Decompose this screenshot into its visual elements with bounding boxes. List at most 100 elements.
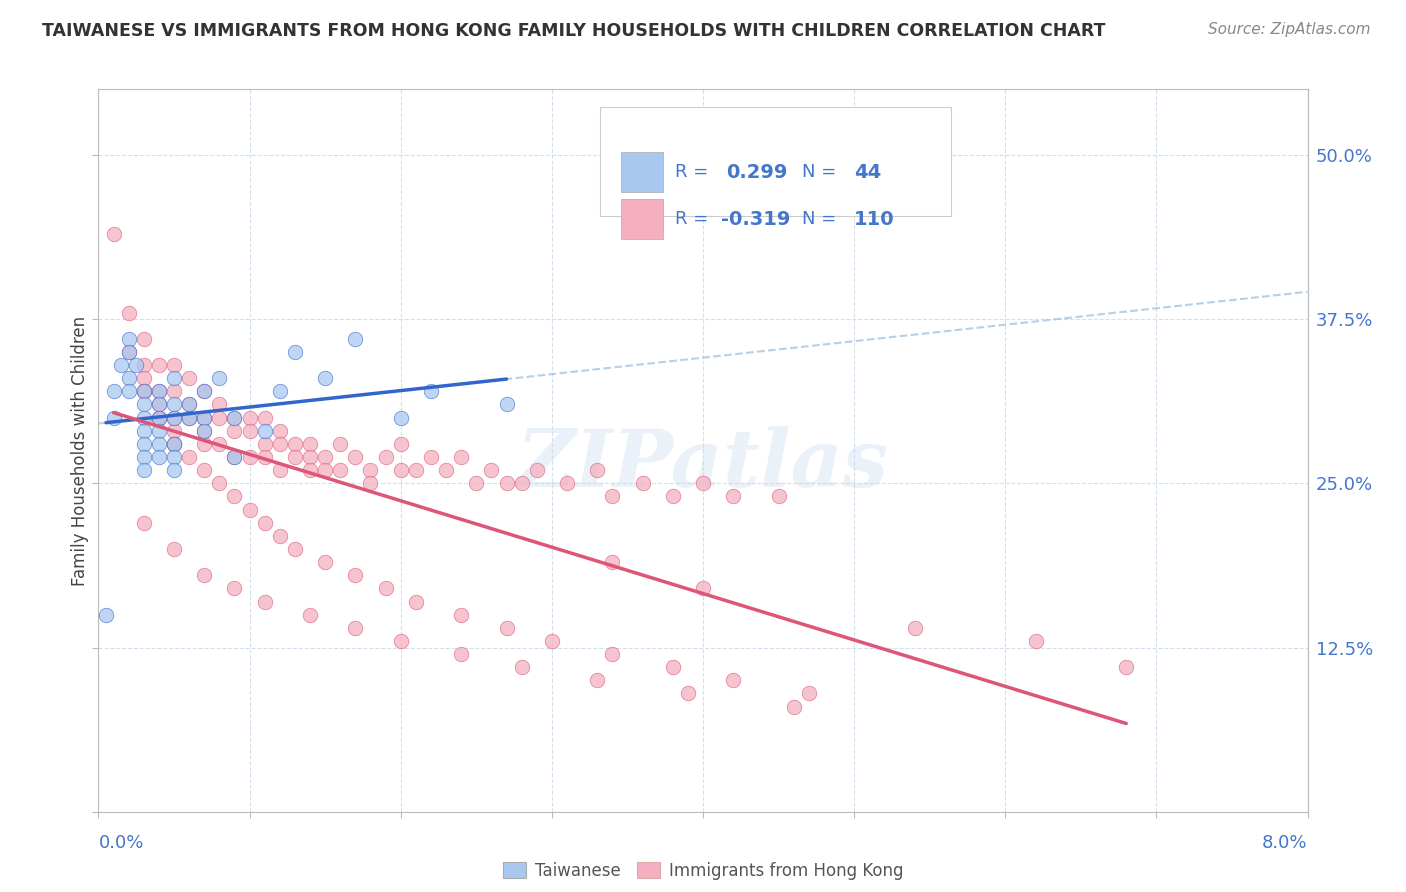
Point xyxy=(132,437,155,451)
Point xyxy=(193,410,215,425)
Point xyxy=(118,305,141,319)
Point xyxy=(253,450,276,464)
Point xyxy=(132,397,155,411)
Point xyxy=(299,463,322,477)
Point xyxy=(344,450,367,464)
Point xyxy=(132,384,155,399)
Point xyxy=(163,437,186,451)
Point xyxy=(253,437,276,451)
Point xyxy=(132,463,155,477)
Point xyxy=(208,397,231,411)
Point xyxy=(193,384,215,399)
Point xyxy=(179,397,201,411)
Point xyxy=(450,607,472,622)
Point xyxy=(299,607,322,622)
Point xyxy=(193,424,215,438)
Point xyxy=(148,384,170,399)
Point xyxy=(148,397,170,411)
Point xyxy=(299,450,322,464)
Text: R =: R = xyxy=(675,211,714,228)
Point xyxy=(148,424,170,438)
Point xyxy=(495,476,517,491)
Point xyxy=(163,424,186,438)
Point xyxy=(179,397,201,411)
Point xyxy=(132,332,155,346)
Point xyxy=(662,490,685,504)
Point xyxy=(118,384,141,399)
Point xyxy=(132,384,155,399)
Point xyxy=(224,410,246,425)
Point xyxy=(132,371,155,385)
Text: Source: ZipAtlas.com: Source: ZipAtlas.com xyxy=(1208,22,1371,37)
Point xyxy=(314,371,336,385)
Point xyxy=(510,660,533,674)
Legend: Taiwanese, Immigrants from Hong Kong: Taiwanese, Immigrants from Hong Kong xyxy=(496,855,910,887)
Point xyxy=(118,345,141,359)
Point xyxy=(541,634,564,648)
Point xyxy=(434,463,457,477)
Point xyxy=(148,358,170,372)
FancyBboxPatch shape xyxy=(600,107,950,216)
Point xyxy=(132,424,155,438)
Point xyxy=(163,463,186,477)
Point xyxy=(208,410,231,425)
Point xyxy=(94,607,117,622)
Point xyxy=(132,358,155,372)
Point xyxy=(163,410,186,425)
Point xyxy=(208,371,231,385)
Point xyxy=(314,555,336,569)
Text: 110: 110 xyxy=(855,210,894,228)
Point xyxy=(239,450,262,464)
Point xyxy=(329,463,352,477)
Point xyxy=(148,450,170,464)
Point xyxy=(904,621,927,635)
Point xyxy=(193,424,215,438)
Point xyxy=(692,582,714,596)
Point xyxy=(148,410,170,425)
Point xyxy=(450,647,472,661)
Point xyxy=(224,450,246,464)
Point xyxy=(314,463,336,477)
Point xyxy=(163,358,186,372)
Point xyxy=(450,450,472,464)
Point xyxy=(374,450,396,464)
Point xyxy=(344,332,367,346)
Point xyxy=(110,358,132,372)
Point xyxy=(344,568,367,582)
Point xyxy=(148,397,170,411)
Point xyxy=(269,424,291,438)
Text: N =: N = xyxy=(803,211,842,228)
Point xyxy=(329,437,352,451)
Point xyxy=(555,476,578,491)
Bar xyxy=(621,200,664,239)
Point xyxy=(224,490,246,504)
Point xyxy=(374,582,396,596)
Point xyxy=(405,463,427,477)
Point xyxy=(631,476,654,491)
Point xyxy=(193,437,215,451)
Text: ZIPatlas: ZIPatlas xyxy=(517,426,889,504)
Point xyxy=(148,410,170,425)
Point xyxy=(526,463,548,477)
Point xyxy=(239,424,262,438)
Point xyxy=(676,686,699,700)
Text: 0.0%: 0.0% xyxy=(98,834,143,852)
Point xyxy=(193,384,215,399)
Point xyxy=(465,476,488,491)
Point xyxy=(103,384,125,399)
Point xyxy=(148,437,170,451)
Point xyxy=(239,502,262,516)
Point xyxy=(132,410,155,425)
Point xyxy=(148,384,170,399)
Point xyxy=(253,424,276,438)
Point xyxy=(269,437,291,451)
Point xyxy=(163,437,186,451)
Point xyxy=(193,568,215,582)
Point xyxy=(299,437,322,451)
Point xyxy=(360,476,382,491)
Point xyxy=(163,410,186,425)
Text: -0.319: -0.319 xyxy=(721,210,790,228)
Point xyxy=(148,410,170,425)
Point xyxy=(586,463,609,477)
Point xyxy=(253,410,276,425)
